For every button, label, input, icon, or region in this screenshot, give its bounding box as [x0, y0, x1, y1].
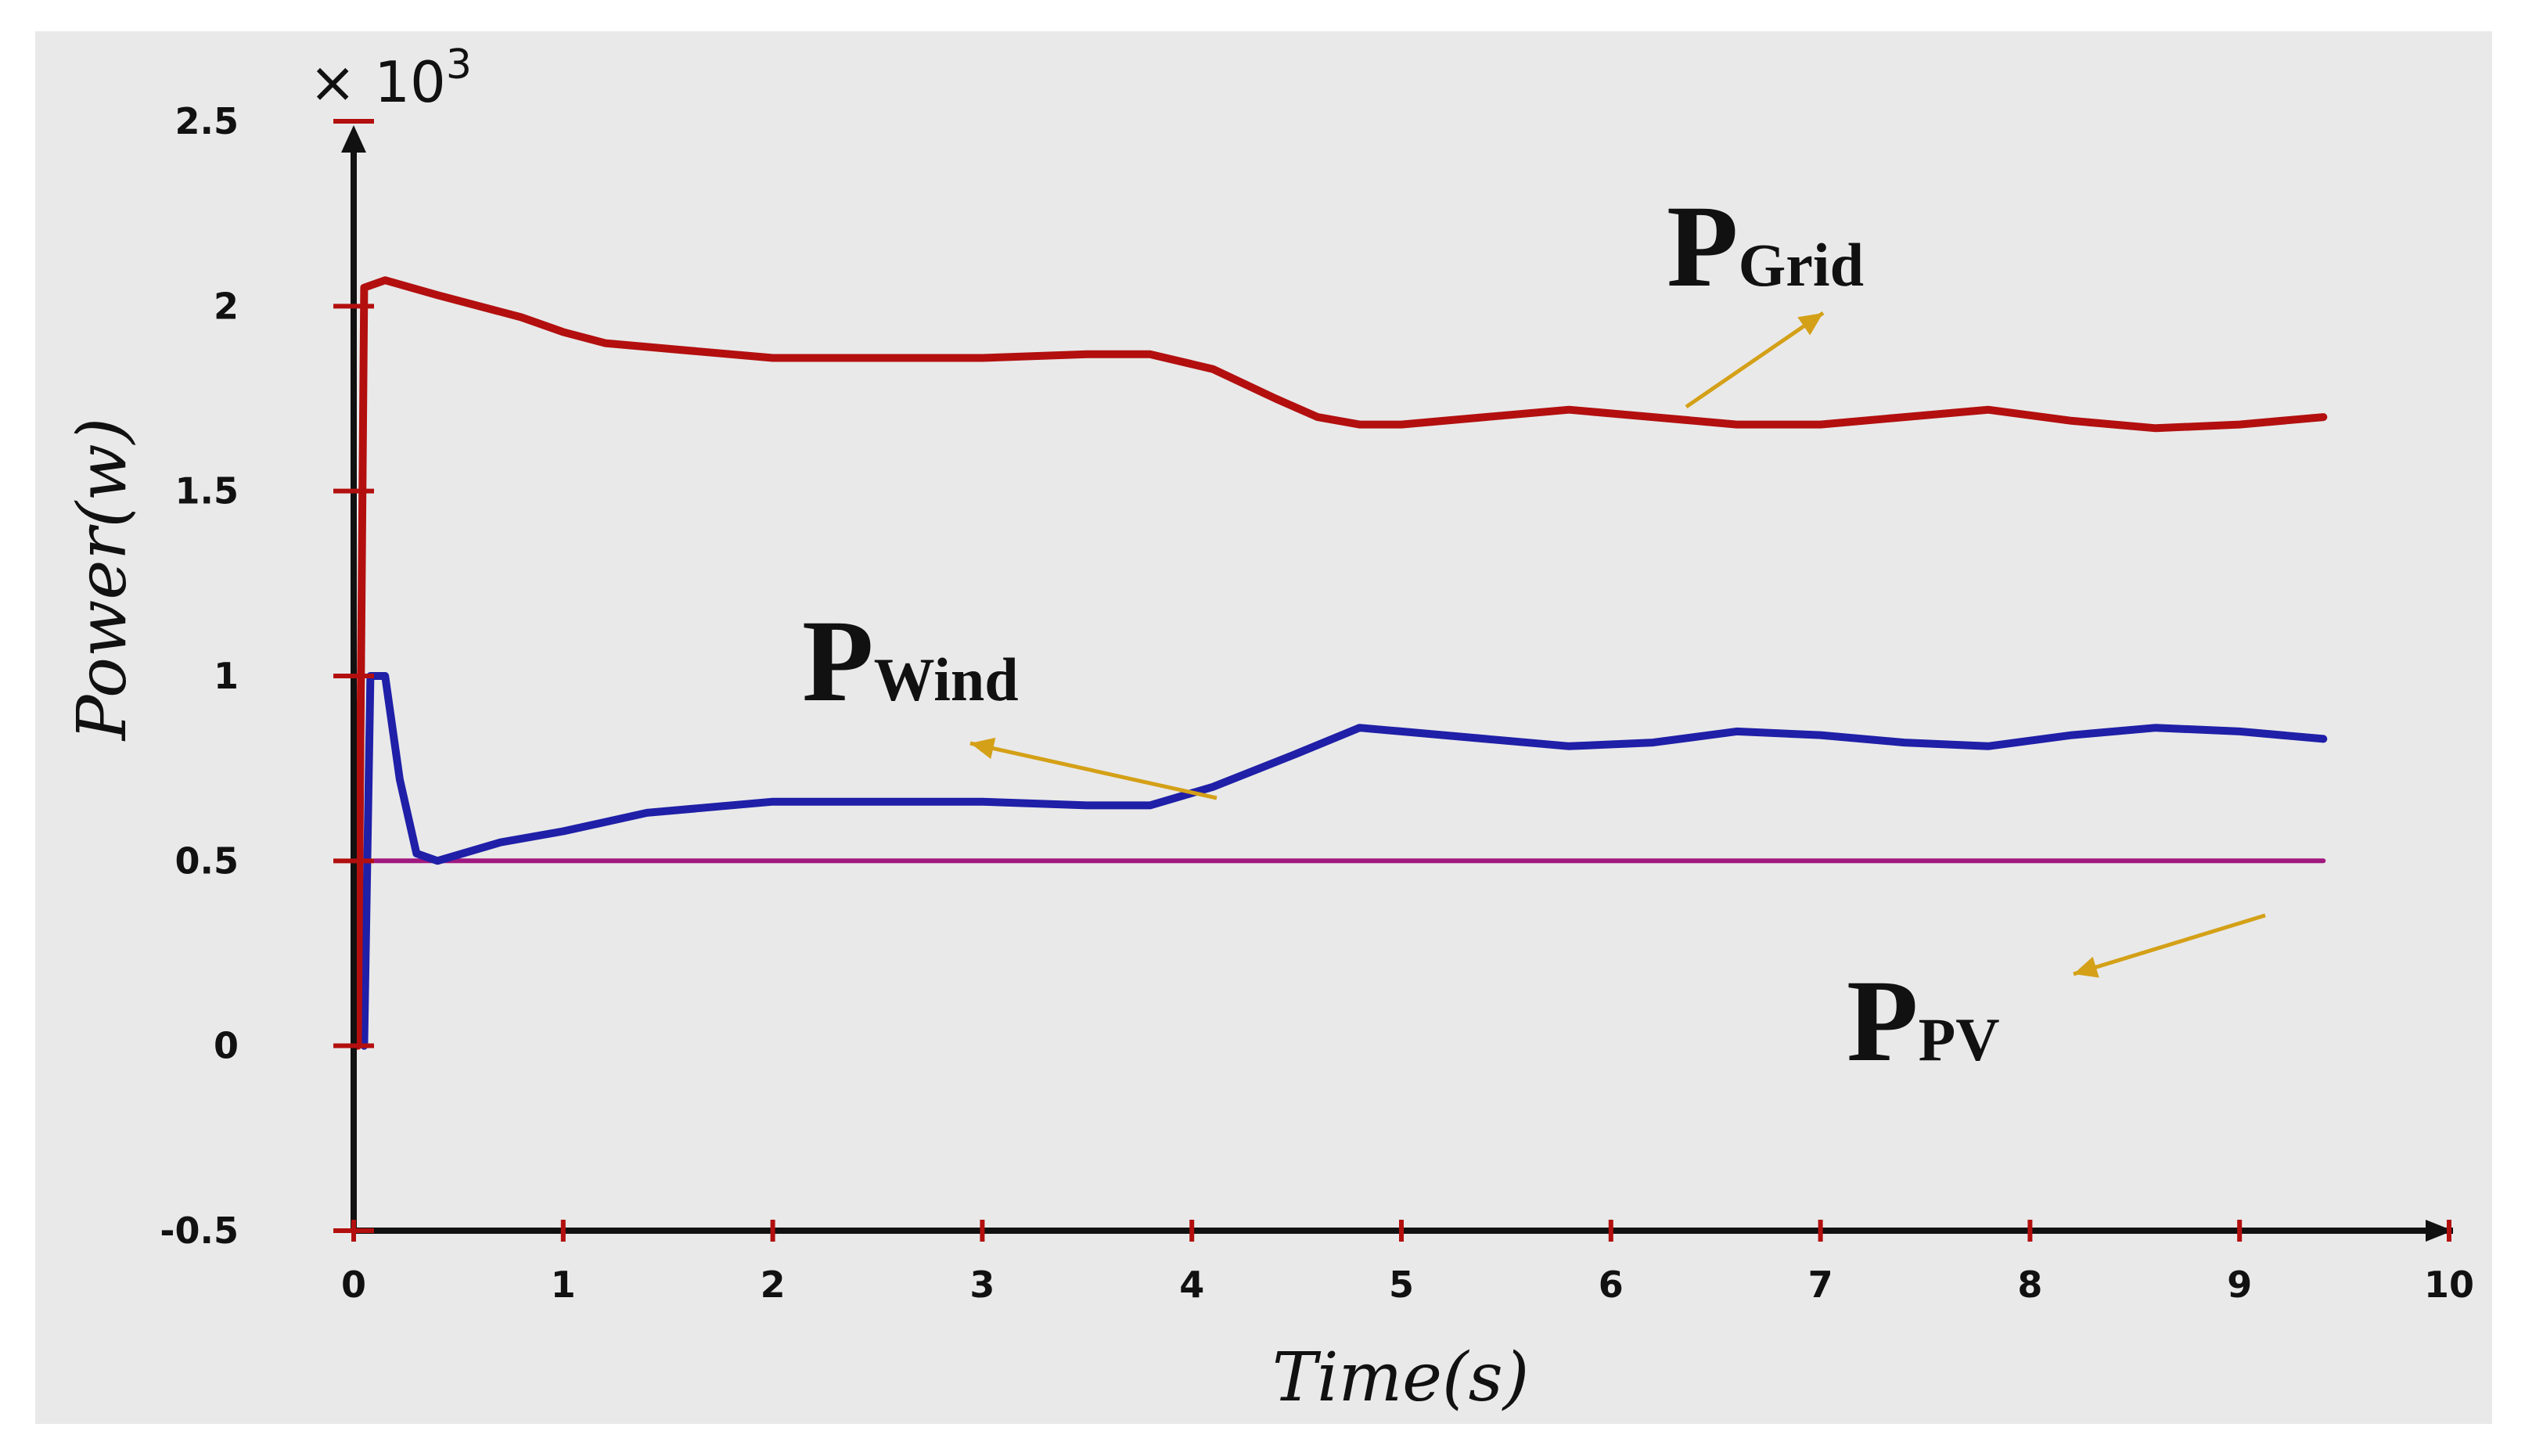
series-label-wind: PWind — [802, 596, 1019, 726]
series-labels: PGrid PWind PPV — [802, 182, 2000, 1086]
y-tick-label: -0.5 — [160, 1210, 239, 1252]
ticks-layer: 0 1 2 3 4 5 6 7 8 9 10 -0.5 0 0.5 1 1.5 2 2.5 — [160, 100, 2474, 1306]
y-axis-arrowhead — [341, 125, 366, 153]
arrow-grid-head — [1797, 313, 1823, 336]
y-scale-exponent: 3 — [446, 41, 472, 88]
y-tick-label: 0.5 — [175, 839, 239, 882]
plot-panel — [35, 31, 2492, 1424]
x-tick-label: 5 — [1389, 1264, 1414, 1306]
arrow-grid-shaft — [1685, 311, 1825, 409]
x-tick-label: 7 — [1808, 1264, 1833, 1306]
y-tick-label: 1 — [214, 655, 239, 697]
series-label-pv-sub: PV — [1919, 1005, 2000, 1073]
series-label-grid-main: P — [1667, 182, 1739, 311]
x-tick-label: 0 — [341, 1264, 366, 1306]
y-scale-label: × 103 — [309, 41, 472, 115]
y-scale-base: × 10 — [309, 49, 446, 115]
x-tick-label: 6 — [1599, 1264, 1624, 1306]
series-label-grid-sub: Grid — [1739, 231, 1864, 299]
series-label-grid: PGrid — [1667, 182, 1864, 311]
x-tick-label: 8 — [2017, 1264, 2042, 1306]
x-tick-label: 2 — [761, 1264, 786, 1306]
series-label-pv-main: P — [1847, 956, 1919, 1086]
arrow-wind-head — [970, 737, 996, 760]
x-tick-label: 10 — [2424, 1264, 2474, 1306]
series-label-pv: PPV — [1847, 956, 2000, 1086]
arrow-wind-shaft — [969, 741, 1218, 800]
arrow-pv-head — [2074, 956, 2099, 978]
x-tick-label: 1 — [551, 1264, 576, 1306]
x-tick-label: 9 — [2227, 1264, 2252, 1306]
arrow-pv-shaft — [2073, 913, 2266, 976]
x-axis-title: Time(s) — [1272, 1339, 1530, 1417]
series-label-wind-sub: Wind — [874, 645, 1019, 714]
series-layer — [354, 276, 2328, 1050]
x-axis-arrowhead — [2426, 1220, 2453, 1242]
y-tick-label: 2 — [214, 285, 239, 327]
x-tick-label: 3 — [969, 1264, 995, 1306]
y-tick-label: 1.5 — [175, 470, 239, 512]
y-tick-label: 0 — [214, 1025, 239, 1067]
x-tick-label: 4 — [1179, 1264, 1204, 1306]
annotation-arrows — [969, 311, 2266, 978]
y-axis-title: Power(w) — [63, 418, 142, 742]
y-tick-label: 2.5 — [175, 100, 239, 142]
series-line-pwind — [360, 672, 2328, 1050]
series-line-pgrid — [354, 276, 2328, 1050]
series-label-wind-main: P — [802, 596, 874, 726]
